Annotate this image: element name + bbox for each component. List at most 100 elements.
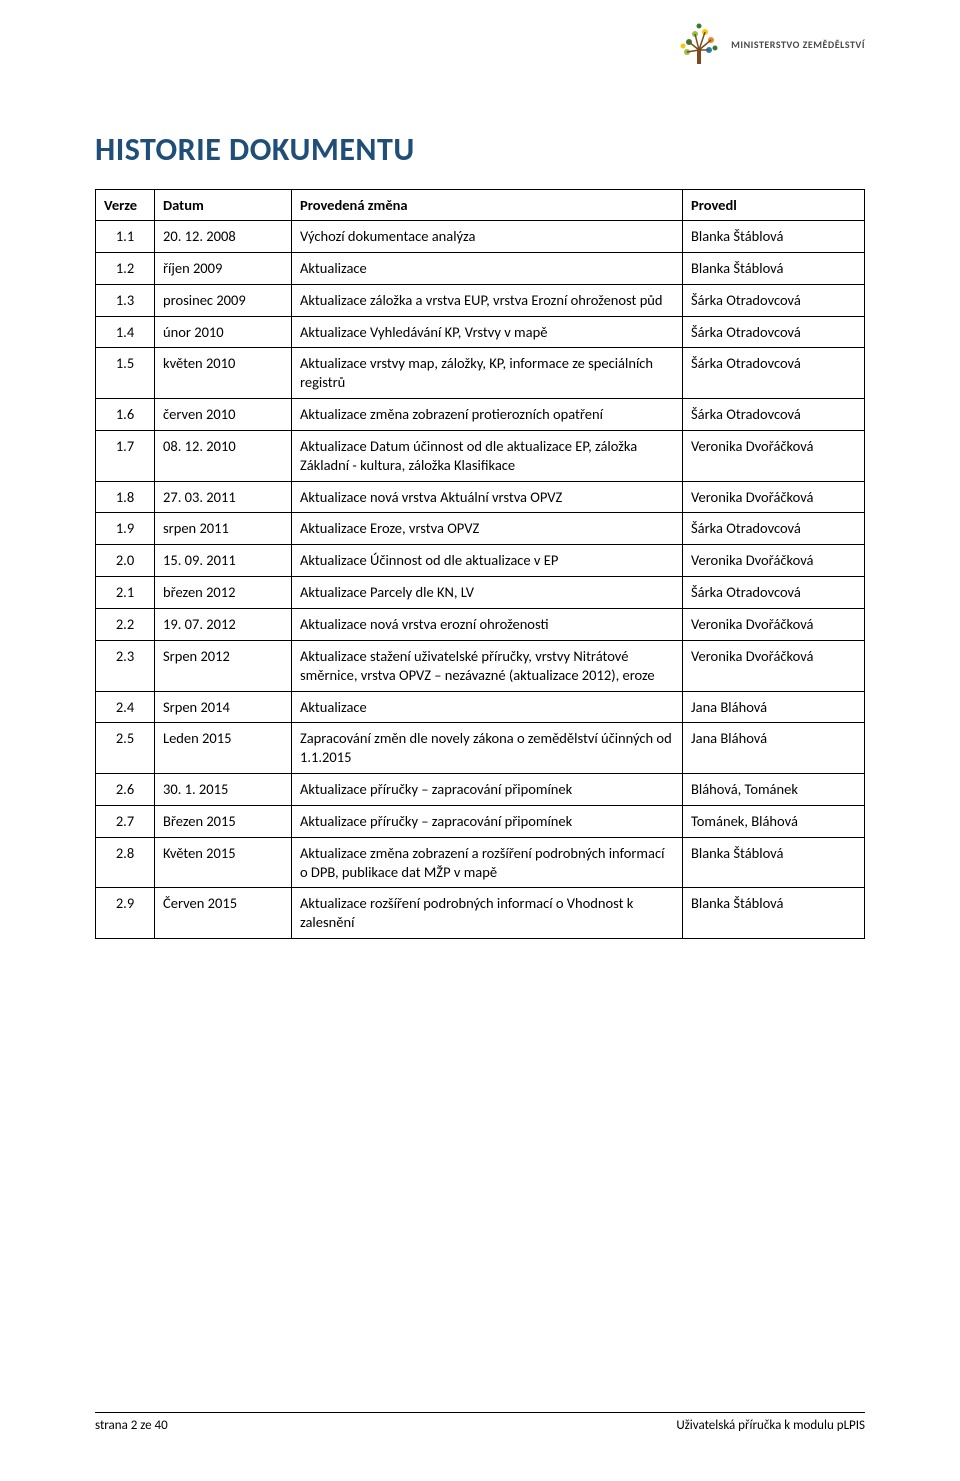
cell-verze: 1.5 [96,348,155,399]
table-row: 2.4Srpen 2014AktualizaceJana Bláhová [96,691,865,723]
col-header-zmena: Provedená změna [292,190,683,221]
cell-datum: Srpen 2012 [155,640,292,691]
cell-provedl: Jana Bláhová [683,723,865,774]
cell-zmena: Aktualizace nová vrstva erozní ohroženos… [292,608,683,640]
table-row: 1.708. 12. 2010Aktualizace Datum účinnos… [96,430,865,481]
cell-verze: 1.4 [96,316,155,348]
table-row: 1.2říjen 2009AktualizaceBlanka Štáblová [96,252,865,284]
cell-datum: Srpen 2014 [155,691,292,723]
cell-verze: 2.5 [96,723,155,774]
cell-verze: 1.6 [96,399,155,431]
table-row: 1.4únor 2010Aktualizace Vyhledávání KP, … [96,316,865,348]
cell-provedl: Tománek, Bláhová [683,805,865,837]
cell-datum: 08. 12. 2010 [155,430,292,481]
cell-verze: 1.2 [96,252,155,284]
table-header-row: Verze Datum Provedená změna Provedl [96,190,865,221]
ministry-logo-block: MINISTERSTVO ZEMĚDĚLSTVÍ [675,20,865,68]
cell-datum: květen 2010 [155,348,292,399]
cell-zmena: Aktualizace Datum účinnost od dle aktual… [292,430,683,481]
cell-datum: březen 2012 [155,577,292,609]
ministry-tree-icon [675,20,723,68]
cell-provedl: Blanka Štáblová [683,252,865,284]
cell-provedl: Veronika Dvořáčková [683,430,865,481]
page-title: HISTORIE DOKUMENTU [95,130,865,169]
cell-zmena: Aktualizace Účinnost od dle aktualizace … [292,545,683,577]
table-row: 2.5Leden 2015Zapracování změn dle novely… [96,723,865,774]
col-header-datum: Datum [155,190,292,221]
table-row: 2.219. 07. 2012Aktualizace nová vrstva e… [96,608,865,640]
cell-zmena: Aktualizace Eroze, vrstva OPVZ [292,513,683,545]
cell-datum: 20. 12. 2008 [155,221,292,253]
cell-datum: 19. 07. 2012 [155,608,292,640]
cell-zmena: Aktualizace Parcely dle KN, LV [292,577,683,609]
cell-zmena: Aktualizace [292,252,683,284]
cell-verze: 2.8 [96,837,155,888]
cell-zmena: Aktualizace stažení uživatelské příručky… [292,640,683,691]
cell-zmena: Výchozí dokumentace analýza [292,221,683,253]
cell-provedl: Blanka Štáblová [683,221,865,253]
table-row: 2.8Květen 2015Aktualizace změna zobrazen… [96,837,865,888]
cell-verze: 2.2 [96,608,155,640]
cell-zmena: Aktualizace záložka a vrstva EUP, vrstva… [292,284,683,316]
cell-provedl: Veronika Dvořáčková [683,608,865,640]
cell-provedl: Veronika Dvořáčková [683,640,865,691]
cell-provedl: Šárka Otradovcová [683,513,865,545]
cell-zmena: Aktualizace příručky – zapracování připo… [292,774,683,806]
table-row: 2.9Červen 2015Aktualizace rozšíření podr… [96,888,865,939]
cell-datum: únor 2010 [155,316,292,348]
cell-provedl: Šárka Otradovcová [683,316,865,348]
ministry-label: MINISTERSTVO ZEMĚDĚLSTVÍ [731,38,865,51]
cell-zmena: Aktualizace rozšíření podrobných informa… [292,888,683,939]
cell-verze: 1.8 [96,481,155,513]
cell-datum: prosinec 2009 [155,284,292,316]
cell-zmena: Aktualizace Vyhledávání KP, Vrstvy v map… [292,316,683,348]
cell-datum: 15. 09. 2011 [155,545,292,577]
table-row: 2.3Srpen 2012Aktualizace stažení uživate… [96,640,865,691]
cell-provedl: Šárka Otradovcová [683,284,865,316]
cell-zmena: Aktualizace nová vrstva Aktuální vrstva … [292,481,683,513]
cell-provedl: Bláhová, Tománek [683,774,865,806]
cell-provedl: Šárka Otradovcová [683,399,865,431]
table-row: 2.630. 1. 2015Aktualizace příručky – zap… [96,774,865,806]
cell-datum: 27. 03. 2011 [155,481,292,513]
cell-zmena: Aktualizace změna zobrazení a rozšíření … [292,837,683,888]
table-row: 2.1březen 2012Aktualizace Parcely dle KN… [96,577,865,609]
footer-page-number: strana 2 ze 40 [95,1418,168,1433]
cell-verze: 1.1 [96,221,155,253]
cell-verze: 1.3 [96,284,155,316]
document-page: MINISTERSTVO ZEMĚDĚLSTVÍ HISTORIE DOKUME… [0,0,960,1481]
cell-datum: Leden 2015 [155,723,292,774]
table-row: 2.7Březen 2015Aktualizace příručky – zap… [96,805,865,837]
table-row: 1.827. 03. 2011Aktualizace nová vrstva A… [96,481,865,513]
cell-datum: Březen 2015 [155,805,292,837]
cell-datum: 30. 1. 2015 [155,774,292,806]
cell-verze: 2.0 [96,545,155,577]
cell-provedl: Šárka Otradovcová [683,577,865,609]
footer-doc-title: Uživatelská příručka k modulu pLPIS [676,1418,865,1433]
cell-zmena: Aktualizace vrstvy map, záložky, KP, inf… [292,348,683,399]
cell-zmena: Zapracování změn dle novely zákona o zem… [292,723,683,774]
cell-verze: 2.1 [96,577,155,609]
cell-datum: Květen 2015 [155,837,292,888]
page-footer: strana 2 ze 40 Uživatelská příručka k mo… [95,1412,865,1433]
cell-datum: srpen 2011 [155,513,292,545]
table-row: 1.120. 12. 2008Výchozí dokumentace analý… [96,221,865,253]
table-row: 2.015. 09. 2011Aktualizace Účinnost od d… [96,545,865,577]
col-header-provedl: Provedl [683,190,865,221]
cell-verze: 2.4 [96,691,155,723]
cell-verze: 1.9 [96,513,155,545]
cell-verze: 2.6 [96,774,155,806]
cell-verze: 2.3 [96,640,155,691]
table-row: 1.9srpen 2011Aktualizace Eroze, vrstva O… [96,513,865,545]
cell-zmena: Aktualizace příručky – zapracování připo… [292,805,683,837]
cell-datum: červen 2010 [155,399,292,431]
history-table: Verze Datum Provedená změna Provedl 1.12… [95,189,865,939]
cell-provedl: Blanka Štáblová [683,888,865,939]
col-header-verze: Verze [96,190,155,221]
cell-verze: 2.7 [96,805,155,837]
cell-zmena: Aktualizace změna zobrazení protierozníc… [292,399,683,431]
table-row: 1.5květen 2010Aktualizace vrstvy map, zá… [96,348,865,399]
cell-provedl: Veronika Dvořáčková [683,545,865,577]
cell-verze: 1.7 [96,430,155,481]
cell-datum: Červen 2015 [155,888,292,939]
